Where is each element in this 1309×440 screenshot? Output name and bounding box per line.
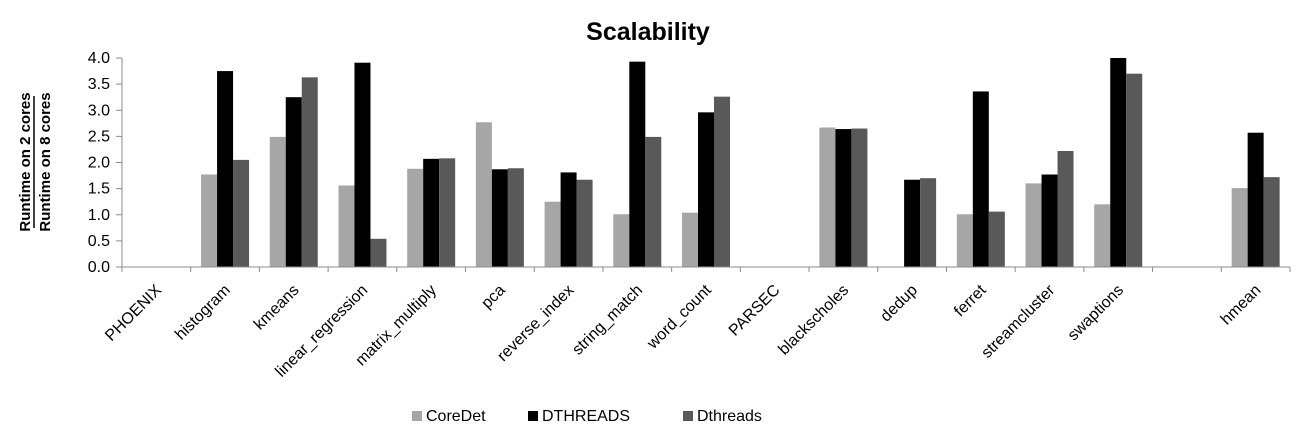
bar-dthreads-matrix_multiply: [423, 158, 440, 267]
x-tick-label: dedup: [877, 282, 921, 326]
bar-coredet-linear_regression: [338, 185, 355, 267]
legend-swatch: [683, 411, 693, 421]
bar-dthreads-dedup: [904, 179, 921, 267]
bar-coredet-swaptions: [1094, 204, 1111, 267]
bar-coredet-pca: [475, 122, 492, 267]
x-tick-label: ferret: [951, 281, 990, 320]
x-tick-label: PHOENIX: [102, 282, 165, 345]
bar-coredet-hmean: [1231, 188, 1248, 267]
x-tick-label: word_count: [644, 281, 716, 353]
bar-coredet-histogram: [201, 174, 218, 267]
y-axis-label-numerator: Runtime on 2 cores: [17, 92, 34, 231]
bars-group: [201, 58, 1280, 268]
x-tick-label: streamcluster: [978, 281, 1058, 361]
bar-dthreads-word_count: [698, 112, 714, 267]
y-tick-label: 0.5: [88, 233, 110, 250]
bar-dthreads-histogram: [217, 71, 234, 267]
legend-label: DTHREADS: [542, 408, 630, 425]
y-tick-label: 2.5: [88, 128, 110, 145]
bar-dthreads-ferret: [988, 211, 1005, 267]
bar-dthreads-linear_regression: [354, 62, 371, 267]
y-tick-labels: 0.0 0.5 1.0 1.5 2.0 2.5 3.0 3.5 4.0: [88, 50, 110, 276]
y-tick-label: 3.5: [88, 76, 110, 93]
bar-coredet-ferret: [956, 214, 973, 267]
x-tick-label: blackscholes: [775, 282, 852, 359]
x-tick-labels: PHOENIX histogram kmeanslinear_regressionm…: [102, 281, 1264, 380]
x-tick-label: pca: [478, 282, 508, 312]
legend: CoreDet DTHREADS Dthreads: [412, 408, 762, 425]
x-tick-label: swaptions: [1065, 282, 1127, 344]
y-axis-label: Runtime on 2 cores Runtime on 8 cores: [17, 92, 54, 231]
y-axis-label-denominator: Runtime on 8 cores: [37, 92, 54, 231]
bar-dthreads-hmean: [1247, 132, 1264, 267]
legend-swatch: [412, 411, 422, 421]
bar-dthreads-kmeans: [301, 77, 318, 268]
bar-dthreads-linear_regression: [370, 238, 387, 267]
bar-dthreads-streamcluster: [1041, 174, 1058, 267]
bar-dthreads-matrix_multiply: [439, 158, 456, 267]
bar-dthreads-reverse_index: [576, 179, 593, 267]
y-tick-label: 0.0: [88, 259, 110, 276]
x-tick-label: PARSEC: [726, 282, 784, 340]
bar-dthreads-ferret: [972, 91, 989, 267]
bar-coredet-streamcluster: [1025, 183, 1042, 267]
x-tick-label: histogram: [172, 282, 234, 344]
x-tick-label: kmeans: [251, 282, 303, 334]
y-tick-label: 3.0: [88, 102, 110, 119]
bar-coredet-reverse_index: [544, 201, 561, 267]
bar-dthreads-word_count: [714, 96, 730, 267]
chart-title: Scalability: [586, 18, 710, 46]
bar-coredet-string_match: [613, 214, 630, 267]
x-tick-label: hmean: [1218, 282, 1265, 329]
axes-group: [116, 57, 1291, 272]
bar-dthreads-blackscholes: [835, 129, 852, 267]
bar-dthreads-swaptions: [1126, 73, 1143, 267]
y-tick-label: 4.0: [88, 50, 110, 67]
bar-dthreads-streamcluster: [1057, 151, 1074, 267]
bar-dthreads-pca: [507, 168, 524, 267]
bar-dthreads-dedup: [920, 178, 937, 267]
bar-dthreads-hmean: [1263, 177, 1280, 267]
bar-dthreads-histogram: [233, 159, 250, 267]
bar-dthreads-string_match: [645, 136, 662, 267]
bar-dthreads-pca: [491, 169, 508, 267]
legend-label: Dthreads: [697, 408, 762, 425]
y-tick-label: 2.0: [88, 155, 110, 172]
legend-swatch: [528, 411, 538, 421]
y-tick-label: 1.5: [88, 181, 110, 198]
bar-dthreads-reverse_index: [560, 172, 577, 267]
bar-dthreads-blackscholes: [851, 128, 868, 267]
bar-dthreads-swaptions: [1110, 58, 1127, 267]
bar-coredet-matrix_multiply: [407, 168, 424, 267]
bar-dthreads-string_match: [629, 61, 646, 267]
bar-coredet-kmeans: [269, 136, 286, 267]
y-tick-label: 1.0: [88, 207, 110, 224]
bar-dthreads-kmeans: [285, 97, 302, 267]
legend-label: CoreDet: [426, 408, 486, 425]
bar-coredet-word_count: [682, 212, 698, 267]
x-tick-label: string_match: [569, 282, 646, 359]
bar-coredet-blackscholes: [819, 127, 836, 268]
